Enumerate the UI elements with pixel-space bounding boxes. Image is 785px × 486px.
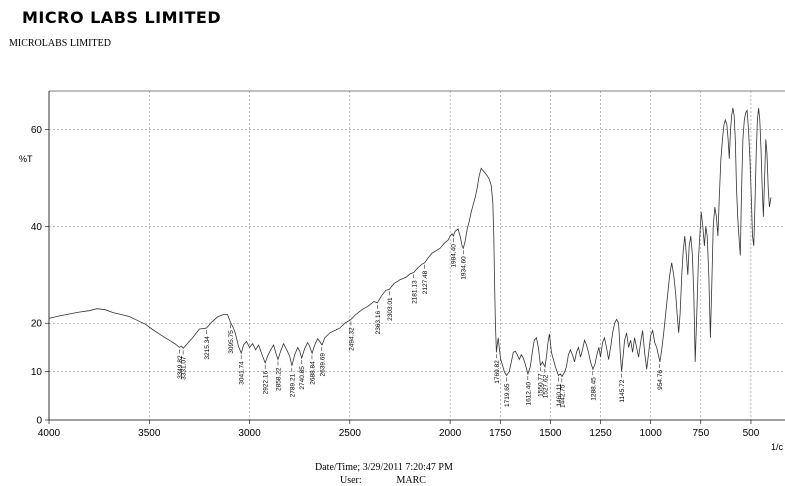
datetime-label: Date/Time; xyxy=(315,462,361,473)
peak-label: 1460.11 xyxy=(556,383,563,406)
y-axis-ticks: 0 10 20 40 60 xyxy=(31,125,49,427)
peak-label: 2181.13 xyxy=(411,280,418,304)
x-tick-label: 1000 xyxy=(640,428,663,439)
peak-label: 2789.21 xyxy=(289,373,296,397)
peak-label: 2858.22 xyxy=(275,367,282,391)
spectrum-line xyxy=(48,107,772,378)
peak-label: 2494.32 xyxy=(348,327,355,351)
peak-label: 1527.62 xyxy=(542,374,549,398)
peak-label: 2740.85 xyxy=(299,366,306,390)
peak-label: 3215.34 xyxy=(204,336,211,360)
peak-label: 1934.60 xyxy=(461,256,468,280)
peak-label: 1984.40 xyxy=(451,244,458,268)
peak-label: 1550.77 xyxy=(538,373,545,397)
x-tick-label: 1250 xyxy=(589,428,612,439)
x-tick-label: 750 xyxy=(692,428,709,439)
x-axis-unit-label: 1/c xyxy=(771,442,784,452)
report-subtitle: MICROLABS LIMITED xyxy=(9,38,111,49)
user-label: User: xyxy=(340,475,362,486)
company-name: MICRO LABS LIMITED xyxy=(22,8,222,27)
y-tick-label: 10 xyxy=(31,367,43,378)
footer-user: User: MARC xyxy=(340,475,426,486)
peak-label: 1288.45 xyxy=(590,377,597,401)
footer-datetime: Date/Time; 3/29/2011 7:20:47 PM xyxy=(315,462,453,473)
peak-label: 2688.84 xyxy=(309,361,316,385)
peak-label: 3095.75 xyxy=(228,330,235,354)
peak-label: 2639.69 xyxy=(319,353,326,377)
grid-lines xyxy=(49,91,785,420)
x-tick-label: 4000 xyxy=(38,428,61,439)
x-tick-label: 3500 xyxy=(138,428,161,439)
y-tick-label: 40 xyxy=(31,222,43,233)
peak-label: 2127.48 xyxy=(422,270,429,294)
y-axis-label: %T xyxy=(19,154,33,164)
x-axis-ticks: 4000 3500 3000 2500 2000 1750 1500 1250 1000 750 5… xyxy=(38,420,760,439)
x-tick-label: 500 xyxy=(743,428,760,439)
x-tick-label: 1750 xyxy=(489,428,512,439)
peak-label: 1145.72 xyxy=(619,379,626,402)
user-value: MARC xyxy=(396,475,426,486)
peak-label: 954.76 xyxy=(657,370,664,390)
x-tick-label: 2500 xyxy=(339,428,362,439)
peak-label: 1442.75 xyxy=(559,384,566,408)
peak-label: 2363.16 xyxy=(375,311,382,335)
peak-label: 3349.82 xyxy=(177,355,184,379)
x-tick-label: 2000 xyxy=(439,428,462,439)
peak-label: 3041.74 xyxy=(239,361,246,385)
peak-label: 1612.40 xyxy=(525,382,532,406)
x-tick-label: 3000 xyxy=(238,428,261,439)
peak-label: 2303.01 xyxy=(387,297,394,321)
peak-label: 1769.82 xyxy=(494,360,501,384)
peak-label: 3331.07 xyxy=(181,356,188,380)
peak-label: 2922.16 xyxy=(263,371,270,395)
datetime-value: 3/29/2011 7:20:47 PM xyxy=(362,462,453,473)
peak-label: 1719.65 xyxy=(504,383,511,407)
y-tick-label: 20 xyxy=(31,319,43,330)
y-tick-label: 60 xyxy=(31,125,43,136)
x-tick-label: 1500 xyxy=(539,428,562,439)
y-tick-label: 0 xyxy=(36,416,42,427)
